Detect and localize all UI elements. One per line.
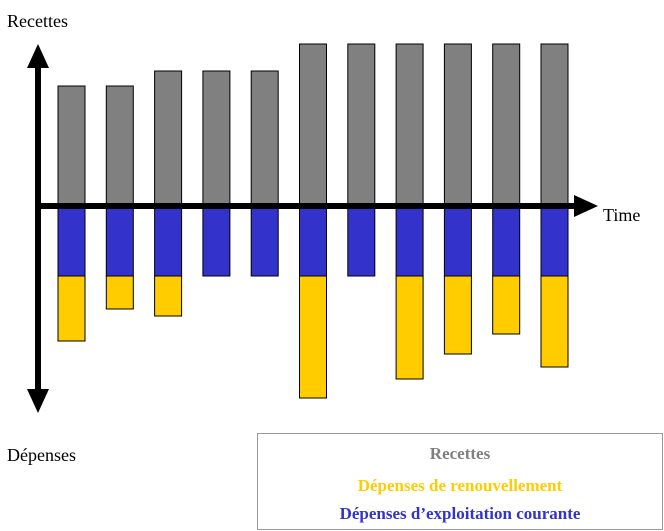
bar-exploitation-3 [154, 205, 183, 277]
bar-recettes-4 [202, 70, 231, 207]
bar-recettes-10 [492, 43, 521, 207]
bar-exploitation-7 [347, 205, 376, 277]
legend-item-recettes: Recettes [429, 444, 491, 463]
y-axis-label: Recettes [7, 11, 68, 31]
bar-recettes-8 [395, 43, 424, 207]
bar-renouvellement-10 [492, 275, 521, 335]
bar-renouvellement-8 [395, 275, 424, 380]
bar-recettes-9 [443, 43, 472, 207]
bar-recettes-5 [250, 70, 279, 207]
bar-recettes-7 [347, 43, 376, 207]
y-axis-arrow-up [27, 44, 49, 68]
bar-renouvellement-11 [540, 275, 569, 368]
bar-exploitation-1 [57, 205, 86, 277]
bar-exploitation-11 [540, 205, 569, 277]
x-axis-label: Time [603, 205, 640, 225]
bar-recettes-6 [299, 43, 327, 207]
bar-renouvellement-9 [443, 275, 472, 355]
y-axis-arrow-down [27, 389, 49, 413]
bar-recettes-1 [57, 85, 86, 207]
bar-renouvellement-3 [154, 275, 183, 317]
bar-exploitation-4 [202, 205, 231, 277]
bar-exploitation-2 [105, 205, 134, 277]
bar-recettes-2 [105, 85, 134, 207]
legend-item-exploitation: Dépenses d’exploitation courante [339, 504, 581, 523]
bar-recettes-3 [154, 70, 183, 207]
bars-group [57, 43, 569, 399]
legend: Recettes Dépenses de renouvellement Dépe… [257, 433, 663, 530]
bar-exploitation-6 [299, 205, 327, 277]
neg-axis-label: Dépenses [7, 445, 76, 465]
bar-exploitation-5 [250, 205, 279, 277]
bar-recettes-11 [540, 43, 569, 207]
bar-renouvellement-6 [299, 275, 327, 399]
x-axis-arrow [574, 195, 598, 217]
bar-exploitation-10 [492, 205, 521, 277]
bar-exploitation-9 [443, 205, 472, 277]
legend-item-renouvellement: Dépenses de renouvellement [357, 476, 563, 495]
bar-renouvellement-1 [57, 275, 86, 342]
bar-exploitation-8 [395, 205, 424, 277]
bar-renouvellement-2 [105, 275, 134, 310]
